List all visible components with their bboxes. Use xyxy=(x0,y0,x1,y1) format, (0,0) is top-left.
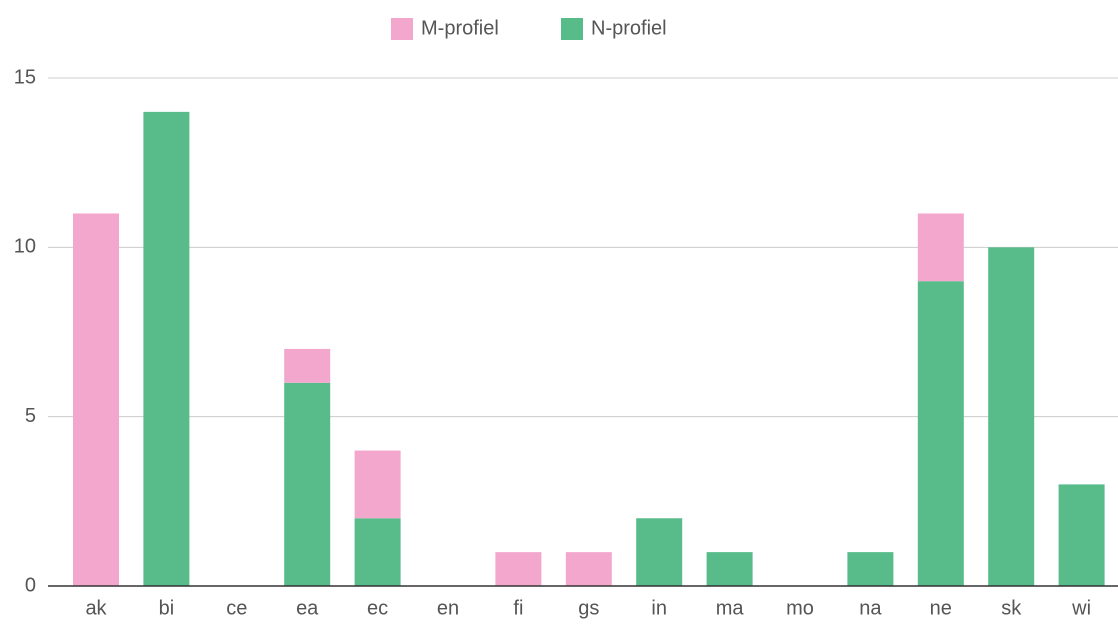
legend-swatch xyxy=(391,18,413,40)
bar-segment xyxy=(706,552,753,586)
bar-segment xyxy=(917,213,964,282)
bar-segment xyxy=(354,518,401,586)
x-tick-label: gs xyxy=(578,597,599,619)
x-tick-label: ma xyxy=(716,597,745,619)
x-tick-label: ce xyxy=(226,597,247,619)
y-tick-label: 0 xyxy=(25,574,36,596)
x-tick-label: bi xyxy=(159,597,175,619)
x-tick-label: en xyxy=(437,597,459,619)
bar-segment xyxy=(988,247,1035,587)
x-tick-label: fi xyxy=(513,597,523,619)
x-tick-label: na xyxy=(859,597,882,619)
bar-segment xyxy=(565,552,612,586)
y-tick-label: 15 xyxy=(14,66,36,88)
x-tick-label: in xyxy=(651,597,667,619)
legend-swatch xyxy=(561,18,583,40)
x-tick-label: ea xyxy=(296,597,319,619)
bar-segment xyxy=(917,281,964,586)
y-tick-label: 5 xyxy=(25,405,36,427)
bar-segment xyxy=(284,348,331,383)
legend-label: N-profiel xyxy=(591,17,667,39)
x-tick-label: ec xyxy=(367,597,388,619)
x-tick-label: ak xyxy=(85,597,107,619)
bar-segment xyxy=(1058,484,1105,586)
y-tick-label: 10 xyxy=(14,236,36,258)
bar-segment xyxy=(495,552,542,586)
x-tick-label: sk xyxy=(1001,597,1022,619)
x-tick-label: wi xyxy=(1071,597,1091,619)
x-tick-label: mo xyxy=(786,597,814,619)
bar-segment xyxy=(143,111,190,586)
bar-segment xyxy=(847,552,894,586)
bar-segment xyxy=(354,450,401,519)
bar-segment xyxy=(636,518,683,586)
bar-segment xyxy=(73,213,119,586)
x-tick-label: ne xyxy=(930,597,952,619)
bar-segment xyxy=(284,382,331,586)
legend-label: M-profiel xyxy=(421,17,499,39)
